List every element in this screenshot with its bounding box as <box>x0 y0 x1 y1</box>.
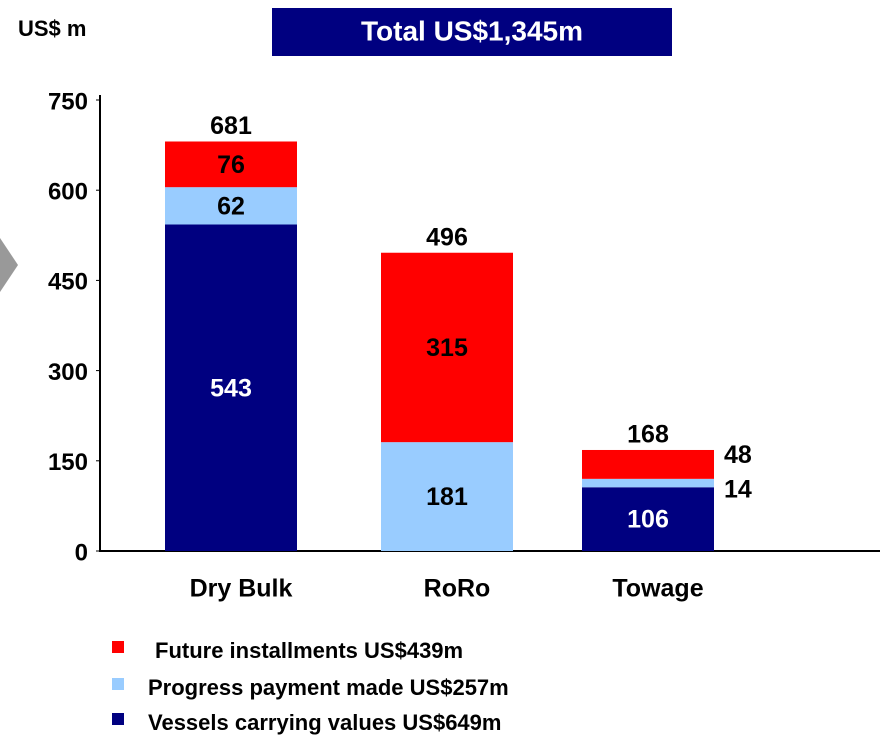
y-tick-label: 300 <box>48 359 88 386</box>
bar-segment <box>165 224 297 551</box>
x-tick-label: RoRo <box>424 575 491 603</box>
legend-swatch <box>112 713 124 725</box>
bar-value-label: 62 <box>217 192 245 220</box>
y-tick-label: 750 <box>48 88 88 115</box>
bar-segment <box>582 478 714 488</box>
legend-label: Progress payment made US$257m <box>148 675 509 700</box>
x-tick-label: Dry Bulk <box>190 575 293 603</box>
y-axis-label: US$ m <box>18 16 86 41</box>
title-box <box>272 8 672 56</box>
bar-value-label: 181 <box>426 483 468 511</box>
bar-segment <box>381 442 513 551</box>
bar-segment <box>165 187 297 225</box>
decor-arrow <box>0 238 18 292</box>
total-label: 496 <box>426 223 468 251</box>
bar-segment <box>582 487 714 551</box>
bar-segment <box>165 141 297 188</box>
y-tick-label: 600 <box>48 179 88 206</box>
chart-title: Total US$1,345m <box>361 15 583 46</box>
y-tick-label: 150 <box>48 449 88 476</box>
total-label: 681 <box>210 112 252 140</box>
legend-swatch <box>112 678 124 690</box>
y-tick-label: 0 <box>75 539 88 566</box>
bar-value-label: 48 <box>724 441 752 469</box>
bar-value-label: 14 <box>724 476 752 504</box>
legend-swatch <box>112 641 124 653</box>
bar-value-label: 315 <box>426 334 468 362</box>
y-tick-label: 450 <box>48 269 88 296</box>
bar-value-label: 543 <box>210 374 252 402</box>
bar-value-label: 106 <box>627 506 669 534</box>
bar-segment <box>582 449 714 479</box>
legend-label: Future installments US$439m <box>155 638 463 663</box>
x-tick-label: Towage <box>612 575 703 603</box>
bar-segment <box>381 252 513 443</box>
total-label: 168 <box>627 421 669 449</box>
legend-label: Vessels carrying values US$649m <box>148 710 501 735</box>
bar-value-label: 76 <box>217 151 245 179</box>
